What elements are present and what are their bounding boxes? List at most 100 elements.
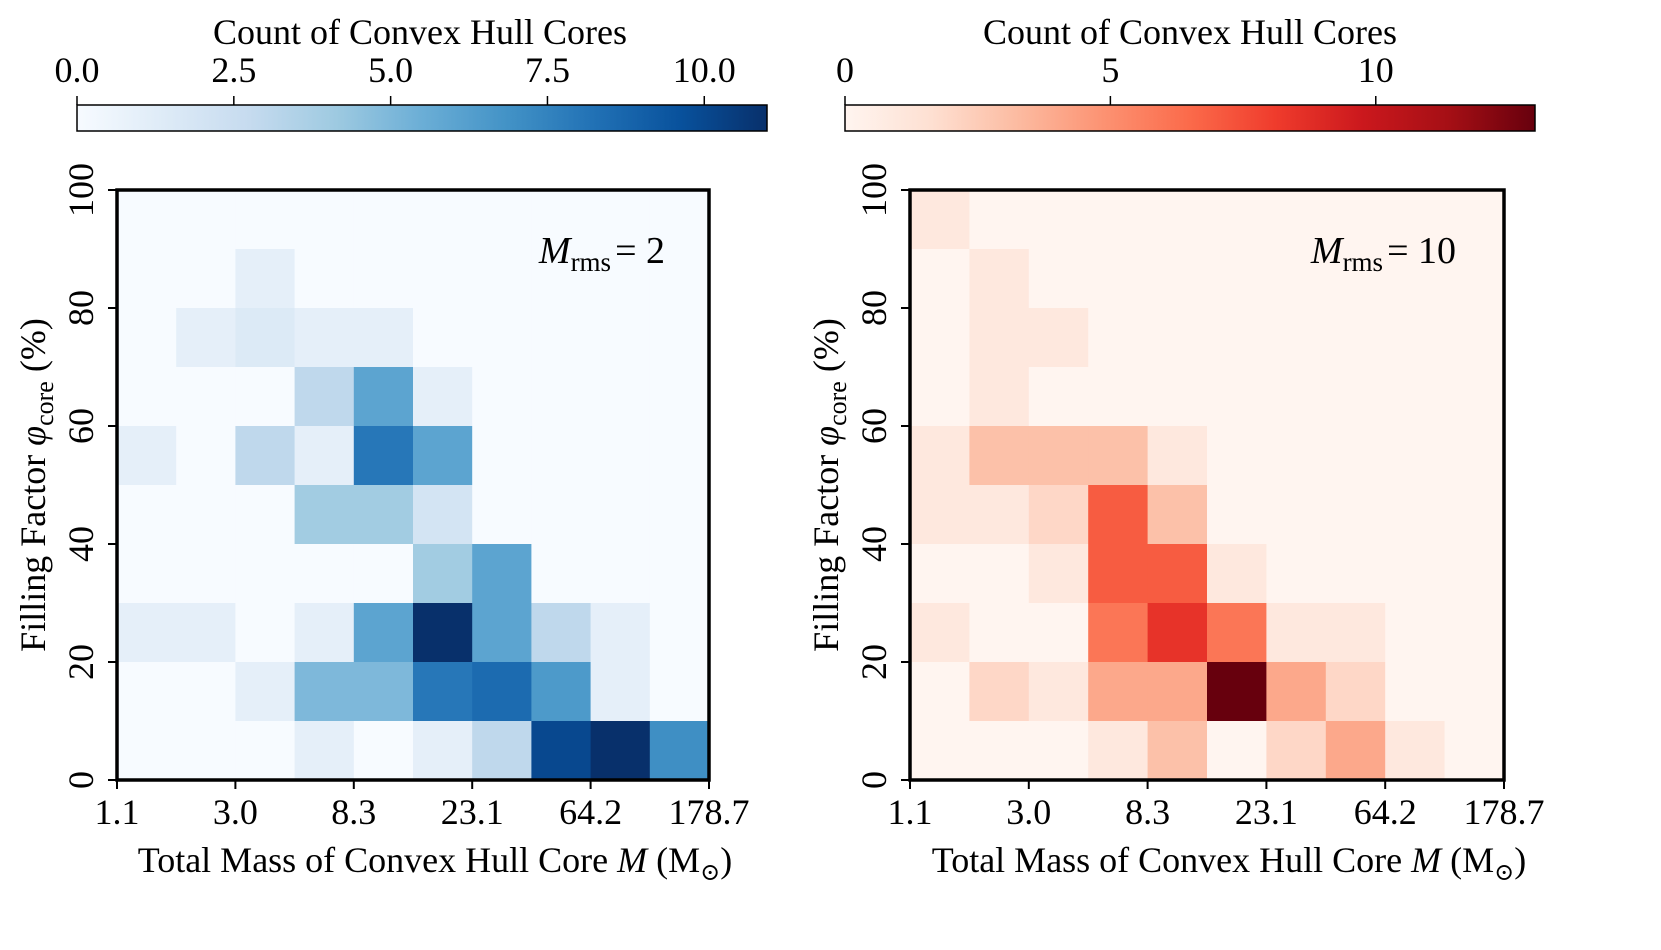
heatmap-cell — [176, 190, 236, 250]
heatmap-cell — [1147, 249, 1208, 309]
heatmap-cell — [472, 308, 532, 368]
heatmap-cell — [1385, 190, 1446, 250]
heatmap-cell — [1207, 367, 1267, 427]
heatmap-cell — [531, 367, 592, 427]
heatmap-cell — [1088, 721, 1149, 781]
x-tick-label: 1.1 — [888, 792, 933, 832]
x-axis-label: Total Mass of Convex Hull Core M (M⊙) — [138, 840, 733, 886]
heatmap-cell — [1088, 485, 1149, 545]
heatmap-cell — [235, 721, 296, 781]
heatmap-cell — [1385, 249, 1446, 309]
heatmap-cell — [910, 308, 970, 368]
y-tick-label: 0 — [61, 771, 101, 789]
y-axis: 0 20 40 60 80 100 Filling Factor φcore (%) — [13, 163, 117, 789]
heatmap-cell — [1028, 662, 1089, 722]
heatmap-cell — [176, 603, 236, 663]
heatmap-cell — [1444, 249, 1505, 309]
heatmap-cell — [472, 721, 532, 781]
heatmap-cell — [1207, 485, 1267, 545]
heatmap-cell — [294, 603, 355, 663]
y-axis-label-units: (%) — [806, 318, 846, 381]
heatmap-cell — [1385, 544, 1446, 604]
x-axis-label-units-close: ) — [720, 840, 732, 880]
y-axis: 0 20 40 60 80 100 Filling Factor φcore (%) — [806, 163, 910, 789]
heatmap-cell — [413, 190, 473, 250]
heatmap-cell — [413, 249, 473, 309]
heatmap-cell — [1266, 249, 1327, 309]
heatmap-cell — [969, 426, 1030, 486]
heatmap-cell — [1147, 308, 1208, 368]
heatmap-cell — [590, 485, 651, 545]
y-axis-label-text: Filling Factor — [806, 446, 846, 652]
x-axis-label-units-close: ) — [1514, 840, 1526, 880]
heatmap-cell — [353, 190, 414, 250]
heatmap-cell — [235, 367, 296, 427]
heatmap-cell — [1088, 308, 1149, 368]
heatmap-cell — [353, 721, 414, 781]
heatmap-cell — [235, 485, 296, 545]
colorbar-tick-label: 10 — [1358, 50, 1394, 90]
heatmap-cell — [1266, 544, 1327, 604]
mach-annotation: Mrms = 10 — [1310, 230, 1456, 277]
y-tick-label: 100 — [61, 163, 101, 217]
annotation-value: = 10 — [1387, 230, 1456, 272]
heatmap-cell — [413, 485, 473, 545]
heatmap-cell — [117, 485, 177, 545]
x-tick-label: 1.1 — [95, 792, 140, 832]
heatmap-cell — [117, 603, 177, 663]
heatmap-cell — [590, 308, 651, 368]
heatmap-cell — [1444, 367, 1505, 427]
heatmap-cell — [1385, 426, 1446, 486]
x-axis-label-units: (M — [647, 840, 700, 880]
heatmap-cell — [235, 662, 296, 722]
x-tick-label: 23.1 — [1235, 792, 1298, 832]
heatmap-cell — [294, 190, 355, 250]
heatmap-cell — [1325, 485, 1386, 545]
heatmap-cell — [910, 603, 970, 663]
x-tick-label: 8.3 — [1125, 792, 1170, 832]
heatmap-cell — [590, 190, 651, 250]
heatmap-cell — [413, 367, 473, 427]
heatmap-cell — [353, 426, 414, 486]
y-axis-label-subscript: core — [823, 381, 852, 426]
heatmap-cell — [1444, 662, 1505, 722]
heatmap-cell — [176, 544, 236, 604]
colorbar-bar — [76, 104, 768, 132]
heatmap-cell — [353, 308, 414, 368]
x-axis: 1.1 3.0 8.3 23.1 64.2 178.7 Total Mass of Conv… — [95, 780, 750, 886]
colorbar-tick-label: 2.5 — [211, 50, 256, 90]
heatmap-cell — [1028, 721, 1089, 781]
y-axis-label: Filling Factor φcore (%) — [806, 318, 852, 652]
heatmap-cell — [1088, 603, 1149, 663]
heatmap-cell — [472, 485, 532, 545]
heatmap-cell — [1207, 308, 1267, 368]
heatmap-cell — [590, 544, 651, 604]
heatmap-cell — [117, 426, 177, 486]
heatmap-cell — [176, 662, 236, 722]
heatmap-cell — [1147, 662, 1208, 722]
x-axis-label-units: (M — [1441, 840, 1494, 880]
sun-symbol-icon: ⊙ — [1494, 860, 1514, 886]
colorbar-label: Count of Convex Hull Cores — [213, 12, 627, 52]
heatmap-cell — [117, 367, 177, 427]
heatmap-cell — [1385, 603, 1446, 663]
panel-1-blues: Count of Convex Hull Cores 0.0 2.5 5.0 7.5 10… — [13, 12, 768, 886]
heatmap-cell — [413, 308, 473, 368]
heatmap-cell — [1385, 721, 1446, 781]
heatmap-cell — [1325, 544, 1386, 604]
heatmap-cell — [1325, 367, 1386, 427]
heatmap-cell — [472, 603, 532, 663]
heatmap-cell — [1385, 367, 1446, 427]
y-axis-label-text: Filling Factor — [13, 446, 53, 652]
x-tick-label: 178.7 — [1464, 792, 1545, 832]
heatmap-cell — [969, 308, 1030, 368]
x-tick-label: 64.2 — [559, 792, 622, 832]
heatmap-cell — [1088, 426, 1149, 486]
heatmap-cell — [649, 544, 710, 604]
heatmap-cells — [910, 190, 1505, 781]
heatmap-cell — [1266, 308, 1327, 368]
heatmap-cell — [531, 721, 592, 781]
y-tick-label: 80 — [854, 290, 894, 326]
heatmap-cell — [1147, 721, 1208, 781]
